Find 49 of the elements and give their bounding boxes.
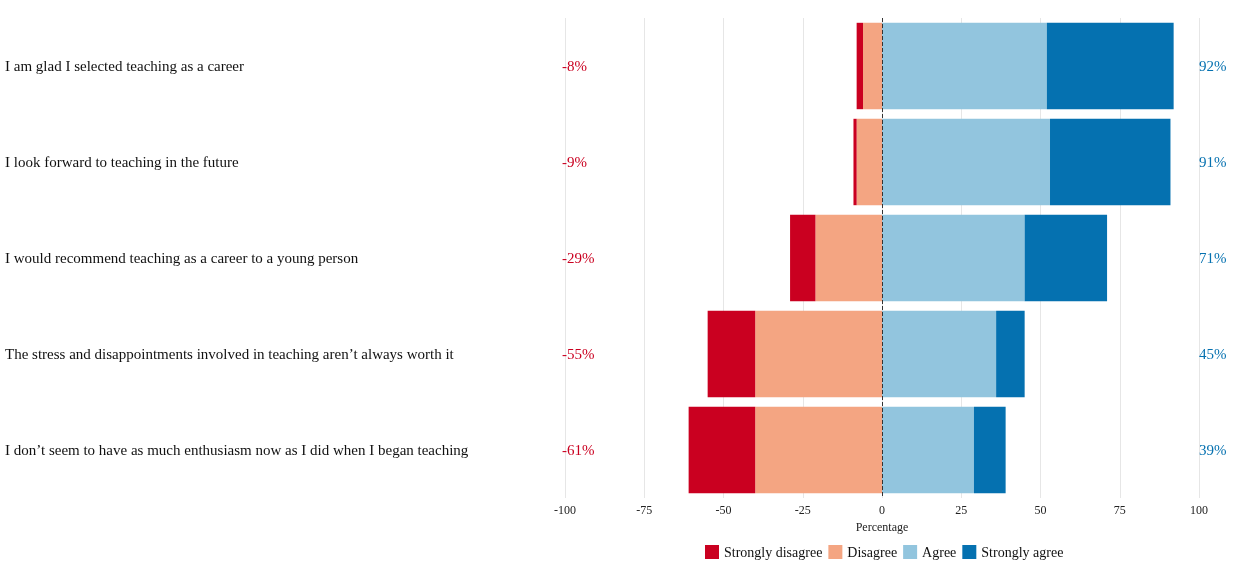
bar bbox=[755, 406, 882, 494]
bar bbox=[973, 406, 1006, 494]
x-tick-label: 100 bbox=[1190, 503, 1208, 517]
x-tick-label: 25 bbox=[955, 503, 968, 517]
bar bbox=[707, 310, 756, 398]
x-tick-label: -75 bbox=[636, 503, 653, 517]
x-tick-label: -100 bbox=[554, 503, 576, 517]
y-tick-label: I look forward to teaching in the future bbox=[5, 154, 240, 170]
y-tick-label: The stress and disappointments involved in teaching aren’t always worth it bbox=[5, 346, 455, 362]
annotation: -55% bbox=[562, 346, 595, 362]
x-tick-label: 0 bbox=[879, 503, 885, 517]
bar bbox=[862, 22, 882, 110]
bar bbox=[882, 118, 1051, 206]
legend-label: Agree bbox=[922, 544, 957, 560]
y-tick-label: I am glad I selected teaching as a career bbox=[5, 58, 245, 74]
bar bbox=[882, 214, 1025, 302]
legend-label: Strongly agree bbox=[981, 544, 1064, 560]
annotation: -8% bbox=[562, 58, 587, 74]
y-tick-label: I don’t seem to have as much enthusiasm now as I did when I began teaching bbox=[5, 442, 469, 458]
bar bbox=[790, 214, 816, 302]
annotation: -61% bbox=[562, 442, 595, 458]
annotation: 39% bbox=[1199, 442, 1227, 458]
bar bbox=[853, 118, 857, 206]
bar bbox=[996, 310, 1025, 398]
bar bbox=[755, 310, 882, 398]
y-tick-label: I would recommend teaching as a career to a young person bbox=[5, 250, 359, 266]
x-tick-label: -50 bbox=[715, 503, 732, 517]
annotation: -9% bbox=[562, 154, 587, 170]
x-axis-title: Percentage bbox=[855, 519, 909, 534]
bar bbox=[882, 406, 974, 494]
annotation: -29% bbox=[562, 250, 595, 266]
bar bbox=[1046, 22, 1174, 110]
bar bbox=[688, 406, 756, 494]
x-tick-label: -25 bbox=[794, 503, 811, 517]
bar bbox=[815, 214, 882, 302]
legend-label: Disagree bbox=[847, 544, 898, 560]
x-tick-label: 50 bbox=[1034, 503, 1047, 517]
legend-label: Strongly disagree bbox=[724, 544, 823, 560]
annotation: 45% bbox=[1199, 346, 1227, 362]
bar bbox=[856, 118, 882, 206]
annotation: 91% bbox=[1199, 154, 1227, 170]
bar bbox=[856, 22, 863, 110]
annotation: 71% bbox=[1199, 250, 1227, 266]
bar bbox=[1024, 214, 1108, 302]
bar bbox=[1050, 118, 1171, 206]
x-tick-label: 75 bbox=[1113, 503, 1126, 517]
annotation: 92% bbox=[1199, 58, 1227, 74]
bar bbox=[882, 310, 997, 398]
bar bbox=[882, 22, 1047, 110]
